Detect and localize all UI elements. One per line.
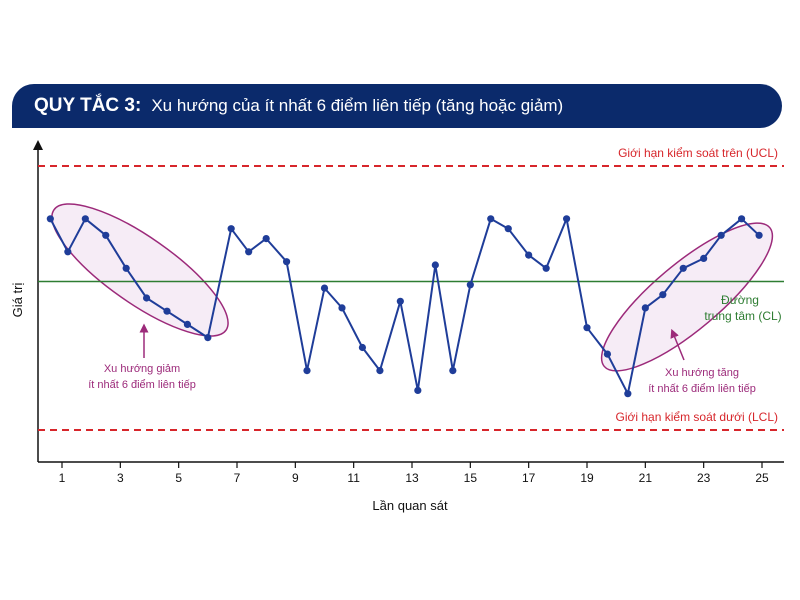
- x-tick-label: 11: [347, 471, 360, 485]
- ucl-label: Giới hạn kiểm soát trên (UCL): [618, 146, 778, 160]
- lcl-label: Giới hạn kiểm soát dưới (LCL): [616, 410, 779, 424]
- data-point: [449, 367, 457, 375]
- up-trend-arrow: [670, 328, 685, 361]
- data-point: [338, 304, 346, 312]
- x-tick-label: 15: [464, 471, 478, 485]
- center-line-label-line1: Đường: [721, 293, 759, 307]
- data-point: [102, 231, 110, 239]
- data-point: [81, 215, 89, 223]
- data-point: [46, 215, 54, 223]
- data-point: [624, 390, 632, 398]
- data-point: [245, 248, 253, 256]
- x-tick-label: 7: [234, 471, 241, 485]
- series-line: [49, 217, 760, 395]
- x-tick-label: 5: [175, 471, 182, 485]
- x-tick-label: 17: [522, 471, 536, 485]
- data-point: [204, 334, 212, 342]
- data-point: [755, 231, 763, 239]
- data-point: [122, 264, 130, 272]
- x-tick-label: 21: [639, 471, 653, 485]
- data-point: [504, 225, 512, 233]
- x-axis-label: Lần quan sát: [372, 498, 448, 513]
- up-trend-highlight: [600, 222, 774, 372]
- data-point: [396, 297, 404, 305]
- x-tick-label: 23: [697, 471, 711, 485]
- data-point: [487, 215, 495, 223]
- data-point: [737, 215, 746, 223]
- data-point: [227, 225, 235, 233]
- x-tick-label: 13: [405, 471, 419, 485]
- data-point: [262, 235, 270, 243]
- data-point: [641, 304, 649, 312]
- data-point: [583, 324, 591, 332]
- data-point: [466, 281, 474, 289]
- rule-number: QUY TẮC 3:: [34, 95, 142, 116]
- data-point: [282, 258, 291, 266]
- x-tick-label: 1: [59, 471, 66, 485]
- data-point: [717, 231, 725, 239]
- up-trend-label-line2: ít nhất 6 điểm liên tiếp: [648, 383, 756, 395]
- down-trend-label-line2: ít nhất 6 điểm liên tiếp: [88, 379, 196, 391]
- x-tick-label: 19: [580, 471, 594, 485]
- center-line-label-line2: trung tâm (CL): [704, 309, 781, 323]
- data-point: [376, 367, 384, 375]
- data-point: [659, 291, 667, 299]
- x-tick-label: 9: [292, 471, 299, 485]
- data-point: [303, 367, 311, 375]
- down-trend-label-line1: Xu hướng giảm: [104, 363, 180, 375]
- rule-description: Xu hướng của ít nhất 6 điểm liên tiếp (t…: [151, 96, 564, 115]
- data-point: [320, 284, 329, 292]
- data-point: [679, 264, 687, 272]
- up-trend-label-line1: Xu hướng tăng: [665, 367, 739, 379]
- data-point: [358, 343, 367, 352]
- y-axis-arrow: [33, 140, 43, 150]
- data-point: [525, 251, 533, 259]
- rule-header-banner: QUY TẮC 3: Xu hướng của ít nhất 6 điểm l…: [12, 84, 782, 128]
- data-point: [64, 248, 72, 256]
- data-point: [562, 215, 571, 223]
- data-point: [542, 264, 550, 272]
- down-trend-highlight: [51, 203, 229, 337]
- data-point: [700, 254, 708, 262]
- data-point: [603, 350, 612, 358]
- data-point: [142, 294, 151, 302]
- data-point: [183, 320, 192, 328]
- data-point: [414, 386, 422, 394]
- y-axis-label: Giá trị: [10, 283, 25, 318]
- data-point: [163, 307, 171, 315]
- data-point: [431, 261, 439, 269]
- data-series: [46, 215, 763, 398]
- x-tick-label: 25: [755, 471, 769, 485]
- x-tick-label: 3: [117, 471, 124, 485]
- x-axis-ticks: 1 3 5 7 9 11 13 15 17 19 21 23 25: [59, 462, 769, 485]
